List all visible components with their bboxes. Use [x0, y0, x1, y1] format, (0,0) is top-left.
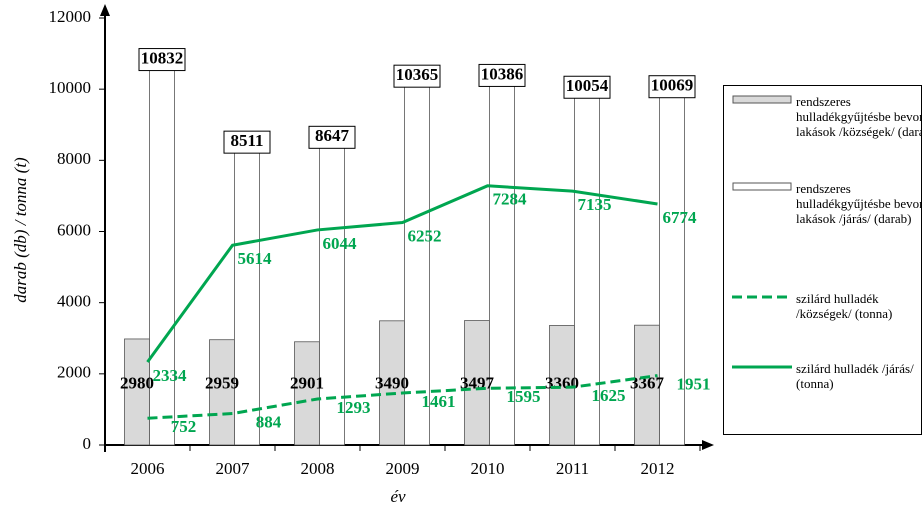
chart: év darab (db) / tonna (t) 0 2000 4000 6000 8…: [11, 4, 714, 506]
y-tick-label: 10000: [49, 78, 92, 97]
bar: [489, 75, 515, 446]
value-label: 2901: [290, 373, 324, 392]
value-label: 10386: [481, 64, 524, 83]
value-label-box: [648, 75, 696, 99]
value-label-box: [478, 63, 526, 87]
value-label-box: [308, 125, 356, 149]
x-tick-label: 2008: [301, 459, 335, 478]
value-label-box: [563, 75, 611, 99]
legend-swatch: [732, 182, 792, 191]
legend-marker: [732, 365, 792, 369]
value-label: 6252: [408, 226, 442, 245]
y-tick-label: 6000: [57, 220, 91, 239]
value-label: 884: [256, 412, 282, 431]
bar: [404, 75, 430, 446]
line: [146, 184, 658, 363]
legend-marker: [732, 295, 792, 299]
value-label: 5614: [238, 249, 273, 268]
y-axis-label: darab (db) / tonna (t): [11, 157, 30, 303]
value-label: 6044: [323, 234, 358, 253]
value-label-box: [138, 48, 186, 72]
value-label: 2334: [153, 366, 188, 385]
bar: [659, 86, 685, 446]
legend-entry: szilárd hulladék /járás/ (tonna): [732, 361, 921, 391]
bar: [234, 141, 260, 446]
legend-label: rendszeres hulladékgyűjtésbe bevont laká…: [796, 181, 922, 226]
x-axis-label: év: [390, 487, 406, 506]
value-label: 1625: [592, 386, 626, 405]
y-tick-label: 0: [83, 434, 92, 453]
legend: rendszeres hulladékgyűjtésbe bevont laká…: [723, 85, 922, 435]
value-label: 1595: [507, 387, 541, 406]
value-label: 7135: [578, 195, 612, 214]
y-tick-label: 8000: [57, 149, 91, 168]
value-label: 1461: [422, 392, 456, 411]
value-label-box: [223, 130, 271, 154]
x-tick-label: 2010: [471, 459, 505, 478]
value-label-box: [393, 64, 441, 88]
line: [147, 374, 658, 420]
value-label: 2980: [120, 373, 154, 392]
value-label: 2959: [205, 373, 239, 392]
x-tick-label: 2007: [216, 459, 251, 478]
value-label: 3360: [545, 373, 579, 392]
bar: [379, 320, 405, 446]
bar: [124, 338, 150, 446]
value-label: 3497: [460, 373, 495, 392]
value-label: 10832: [141, 48, 184, 67]
value-label: 10365: [396, 65, 439, 84]
value-label: 3367: [630, 373, 665, 392]
y-tick-label: 2000: [57, 363, 91, 382]
value-label: 8647: [315, 126, 350, 145]
bar: [549, 325, 575, 446]
legend-swatch: [732, 95, 792, 104]
x-tick-label: 2006: [131, 459, 165, 478]
legend-entry: szilárd hulladék /községek/ (tonna): [732, 291, 921, 321]
x-tick-label: 2009: [386, 459, 420, 478]
value-label: 6774: [663, 208, 698, 227]
value-label: 1293: [337, 398, 371, 417]
bar: [294, 341, 320, 446]
legend-label: rendszeres hulladékgyűjtésbe bevont laká…: [796, 94, 922, 139]
legend-entry: rendszeres hulladékgyűjtésbe bevont laká…: [732, 181, 922, 226]
legend-marker: [732, 95, 792, 104]
x-tick-label: 2011: [556, 459, 589, 478]
value-label: 3490: [375, 373, 409, 392]
value-label: 8511: [230, 131, 263, 150]
value-label: 10069: [651, 76, 694, 95]
y-tick-label: 12000: [49, 7, 92, 26]
x-tick-label: 2012: [641, 459, 675, 478]
value-label: 752: [171, 417, 197, 436]
value-label: 7284: [493, 190, 528, 209]
legend-label: szilárd hulladék /járás/ (tonna): [796, 361, 914, 391]
value-label: 1951: [677, 374, 711, 393]
bar: [634, 324, 660, 446]
value-label: 10054: [566, 76, 609, 95]
bar: [319, 136, 345, 446]
bar: [209, 339, 235, 446]
legend-entry: rendszeres hulladékgyűjtésbe bevont laká…: [732, 94, 922, 139]
legend-marker: [732, 182, 792, 191]
legend-label: szilárd hulladék /községek/ (tonna): [796, 291, 893, 321]
y-axis-arrow: [100, 4, 110, 16]
y-tick-label: 4000: [57, 292, 91, 311]
x-axis-arrow: [702, 440, 714, 450]
